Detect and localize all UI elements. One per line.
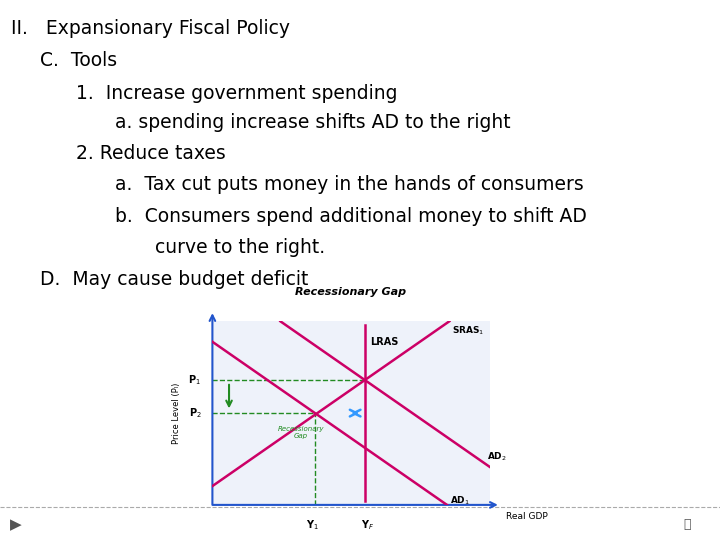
Text: AD$_1$: AD$_1$ [450, 494, 469, 507]
Text: Real GDP: Real GDP [506, 512, 548, 521]
Text: 2. Reduce taxes: 2. Reduce taxes [76, 144, 225, 163]
Text: a. spending increase shifts AD to the right: a. spending increase shifts AD to the ri… [115, 113, 510, 132]
Text: P$_1$: P$_1$ [189, 373, 202, 387]
Text: D.  May cause budget deficit: D. May cause budget deficit [40, 270, 308, 289]
Text: Recessionary
Gap: Recessionary Gap [278, 426, 324, 439]
Text: 🔊: 🔊 [684, 518, 691, 531]
Text: SRAS$_1$: SRAS$_1$ [452, 325, 485, 338]
Text: 1.  Increase government spending: 1. Increase government spending [76, 84, 397, 103]
Text: II.   Expansionary Fiscal Policy: II. Expansionary Fiscal Policy [11, 19, 289, 38]
Text: AD$_2$: AD$_2$ [487, 450, 507, 463]
Text: a.  Tax cut puts money in the hands of consumers: a. Tax cut puts money in the hands of co… [115, 176, 584, 194]
Text: curve to the right.: curve to the right. [155, 238, 325, 256]
Text: Y$_F$: Y$_F$ [361, 518, 374, 531]
Text: Recessionary Gap: Recessionary Gap [295, 287, 407, 298]
Text: b.  Consumers spend additional money to shift AD: b. Consumers spend additional money to s… [115, 207, 587, 226]
Text: P$_2$: P$_2$ [189, 406, 202, 420]
Text: Price Level (Pₗ): Price Level (Pₗ) [172, 382, 181, 444]
Text: Y$_1$: Y$_1$ [306, 518, 319, 531]
Text: LRAS: LRAS [370, 337, 399, 347]
Text: ▶: ▶ [10, 517, 22, 532]
Text: C.  Tools: C. Tools [40, 51, 117, 70]
